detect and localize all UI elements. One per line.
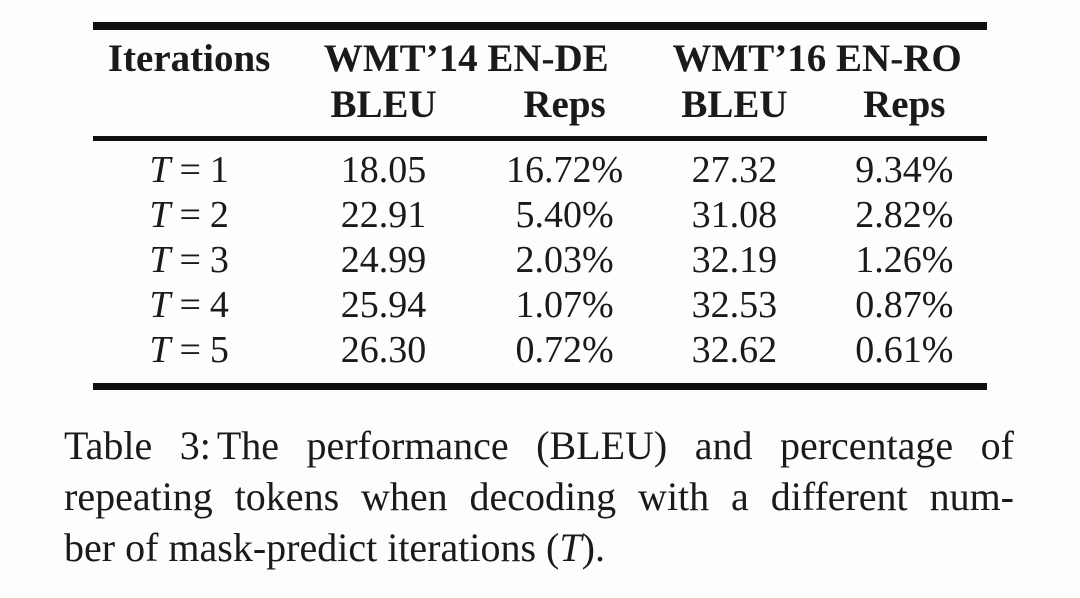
cell-enro-bleu: 27.32 — [691, 149, 778, 191]
equals-sign: = — [179, 194, 201, 236]
equals-sign: = — [179, 329, 201, 371]
cell-ende-bleu: 26.30 — [340, 329, 427, 371]
cell-enro-reps: 1.26% — [855, 239, 954, 281]
cell-enro-reps: 0.61% — [855, 329, 954, 371]
table-header: Iterations WMT’14 EN-DE WMT’16 EN-RO BLE… — [93, 30, 987, 141]
subheader-ende-reps: Reps — [523, 83, 606, 126]
results-table: Iterations WMT’14 EN-DE WMT’16 EN-RO BLE… — [93, 22, 987, 390]
table-header-row-sub: BLEU Reps BLEU Reps — [93, 82, 987, 128]
cell-ende-reps: 2.03% — [515, 239, 614, 281]
cell-ende-bleu: 22.91 — [340, 194, 427, 236]
equals-sign: = — [179, 239, 201, 281]
iteration-value: 4 — [209, 284, 229, 326]
iteration-value: 5 — [209, 329, 229, 371]
table-row: T = 4 25.94 1.07% 32.53 0.87% — [93, 283, 987, 328]
iteration-variable: T — [149, 149, 171, 191]
group-header-wmt16-en-ro: WMT’16 EN-RO — [672, 37, 962, 80]
caption-label: Table 3: — [64, 423, 211, 468]
iteration-variable: T — [149, 284, 171, 326]
cell-ende-bleu: 25.94 — [340, 284, 427, 326]
table-header-row-groups: Iterations WMT’14 EN-DE WMT’16 EN-RO — [93, 36, 987, 82]
table-body: T = 1 18.05 16.72% 27.32 9.34% T = 2 22.91 5… — [93, 141, 987, 383]
row-label: T = 3 — [93, 238, 285, 283]
subheader-enro-reps: Reps — [863, 83, 946, 126]
cell-enro-bleu: 31.08 — [691, 194, 778, 236]
table-row: T = 3 24.99 2.03% 32.19 1.26% — [93, 238, 987, 283]
caption-variable: T — [559, 525, 582, 570]
cell-ende-reps: 1.07% — [515, 284, 614, 326]
col-header-iterations: Iterations — [107, 37, 271, 80]
row-label: T = 5 — [93, 328, 285, 373]
caption-text-3a: ber of mask-predict iterations ( — [64, 525, 560, 570]
iteration-value: 3 — [209, 239, 229, 281]
table-caption: Table 3: The performance (BLEU) and perce… — [64, 420, 1014, 573]
cell-ende-reps: 5.40% — [515, 194, 614, 236]
table-row: T = 5 26.30 0.72% 32.62 0.61% — [93, 328, 987, 373]
group-header-wmt14-en-de: WMT’14 EN-DE — [323, 37, 609, 80]
iteration-value: 2 — [209, 194, 229, 236]
table-row: T = 2 22.91 5.40% 31.08 2.82% — [93, 193, 987, 238]
equals-sign: = — [179, 284, 201, 326]
table-row: T = 1 18.05 16.72% 27.32 9.34% — [93, 148, 987, 193]
iteration-variable: T — [149, 329, 171, 371]
caption-line-3: ber of mask-predict iterations (T). — [64, 522, 1014, 573]
cell-ende-reps: 16.72% — [505, 149, 624, 191]
cell-enro-bleu: 32.62 — [691, 329, 778, 371]
cell-enro-reps: 2.82% — [855, 194, 954, 236]
cell-ende-reps: 0.72% — [515, 329, 614, 371]
row-label: T = 4 — [93, 283, 285, 328]
caption-text-1: The performance (BLEU) and percentage of — [216, 423, 1014, 468]
caption-line-2: repeating tokens when decoding with a di… — [64, 474, 1014, 519]
equals-sign: = — [179, 149, 201, 191]
cell-enro-bleu: 32.53 — [691, 284, 778, 326]
cell-ende-bleu: 18.05 — [340, 149, 427, 191]
subheader-enro-bleu: BLEU — [681, 83, 788, 126]
row-label: T = 1 — [93, 148, 285, 193]
iteration-variable: T — [149, 194, 171, 236]
subheader-ende-bleu: BLEU — [330, 83, 437, 126]
cell-enro-reps: 9.34% — [855, 149, 954, 191]
cell-enro-reps: 0.87% — [855, 284, 954, 326]
subheader-spacer — [93, 82, 285, 128]
iteration-variable: T — [149, 239, 171, 281]
row-label: T = 2 — [93, 193, 285, 238]
cell-enro-bleu: 32.19 — [691, 239, 778, 281]
caption-line-1: Table 3: The performance (BLEU) and perce… — [64, 420, 1014, 471]
iteration-value: 1 — [209, 149, 229, 191]
caption-text-3b: ). — [581, 525, 605, 570]
cell-ende-bleu: 24.99 — [340, 239, 427, 281]
